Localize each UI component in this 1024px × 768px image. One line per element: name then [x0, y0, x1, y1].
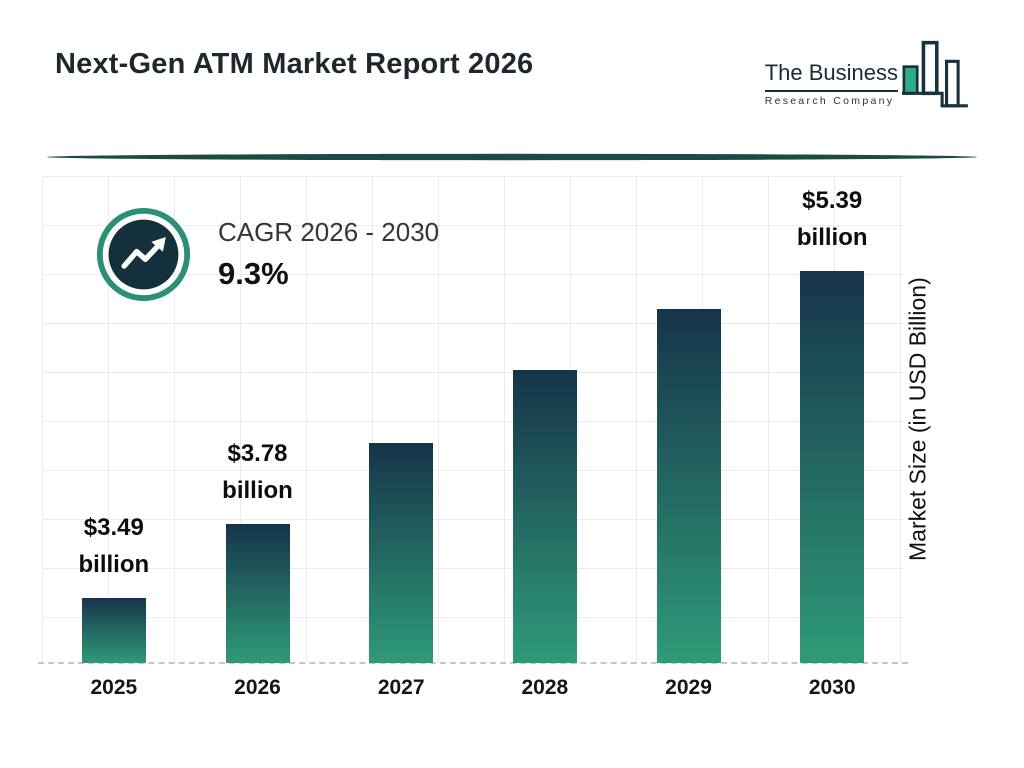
bar-group-2029 — [617, 176, 761, 663]
bar-group-2030: $5.39 billion — [760, 176, 904, 663]
bar-2025 — [81, 597, 146, 663]
logo-text: The Business Research Company — [764, 60, 898, 107]
chart-bars-row: $3.49 billion $3.78 billion $5.39 billion — [42, 176, 904, 663]
x-tick-2025: 2025 — [90, 676, 138, 699]
company-logo: The Business Research Company — [764, 40, 968, 120]
bar-group-2028 — [473, 176, 617, 663]
bar-value-label-2030: $5.39 billion — [796, 187, 868, 252]
page-title: Next-Gen ATM Market Report 2026 — [55, 48, 534, 80]
bar-2030 — [800, 271, 865, 663]
trend-up-icon — [96, 207, 191, 302]
bar-value-label-2026: $3.78 billion — [222, 440, 293, 505]
x-tick-2026: 2026 — [234, 676, 281, 699]
cagr-text: CAGR 2026 - 2030 9.3% — [218, 217, 439, 292]
bar-group-2025: $3.49 billion — [42, 176, 186, 663]
logo-line1: The Business — [764, 60, 898, 92]
logo-bars-icon — [902, 40, 968, 108]
cagr-badge: CAGR 2026 - 2030 9.3% — [95, 206, 439, 303]
logo-line2: Research Company — [764, 95, 895, 107]
chart-xticks-row: 2025 2026 2027 2028 2029 2030 — [42, 676, 904, 700]
y-axis-label: Market Size (in USD Billion) — [904, 277, 931, 562]
bar-2028 — [512, 369, 577, 663]
x-tick-2027: 2027 — [377, 676, 425, 699]
x-tick-2028: 2028 — [521, 676, 569, 699]
cagr-label: CAGR 2026 - 2030 — [218, 217, 440, 247]
cagr-value: 9.3% — [218, 256, 289, 291]
x-tick-2030: 2030 — [808, 676, 856, 699]
x-tick-2029: 2029 — [665, 676, 712, 699]
bar-2029 — [656, 309, 721, 663]
divider-line — [47, 153, 977, 161]
bar-value-label-2025: $3.49 billion — [78, 513, 150, 578]
bar-group-2027 — [329, 176, 473, 663]
bar-2026 — [225, 524, 290, 663]
bar-2027 — [369, 443, 434, 663]
bar-group-2026: $3.78 billion — [186, 176, 330, 663]
